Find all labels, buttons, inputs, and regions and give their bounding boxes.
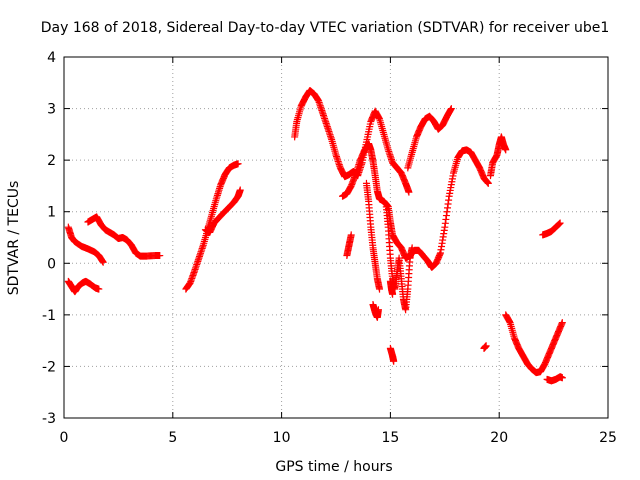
data-point — [558, 374, 566, 382]
y-tick-label: 0 — [47, 256, 56, 272]
y-axis-title: SDTVAR / TECUs — [6, 181, 22, 296]
x-tick-label: 0 — [60, 430, 69, 446]
series-arc-n — [386, 344, 398, 365]
series-arc-h — [404, 105, 455, 172]
x-tick-label: 15 — [381, 430, 399, 446]
axis-ticks: 0 5 10 15 20 25 -3 -2 -1 0 1 2 3 4 — [42, 50, 617, 446]
x-tick-label: 20 — [490, 430, 508, 446]
y-tick-label: 3 — [47, 102, 56, 118]
data-point — [374, 306, 382, 314]
data-point — [156, 252, 164, 260]
data-point — [389, 290, 397, 298]
chart-title: Day 168 of 2018, Sidereal Day-to-day VTE… — [41, 20, 610, 36]
series-arc-r — [539, 219, 564, 239]
x-axis-title: GPS time / hours — [275, 459, 392, 475]
series-arc-c — [84, 213, 164, 260]
series-arc-b — [64, 277, 103, 296]
data-point — [376, 285, 384, 293]
data-point — [405, 188, 413, 196]
series-arc-p — [486, 133, 510, 180]
y-tick-label: -1 — [42, 308, 56, 324]
data-point — [484, 179, 492, 187]
series-arc-j — [369, 301, 382, 321]
y-tick-label: 2 — [47, 153, 56, 169]
x-tick-label: 5 — [168, 430, 177, 446]
series-arc-s — [543, 373, 566, 385]
data-point — [99, 258, 107, 266]
data-point — [234, 160, 242, 168]
y-tick-label: 4 — [47, 50, 56, 66]
data-point — [447, 105, 455, 113]
series-arc-m — [386, 277, 397, 298]
data-point — [95, 285, 103, 293]
x-tick-label: 25 — [599, 430, 617, 446]
plot-frame — [63, 56, 609, 419]
x-tick-label: 10 — [273, 430, 291, 446]
series-arc-i — [343, 231, 355, 260]
data-point — [482, 342, 490, 350]
series-arc-q — [502, 311, 566, 377]
data-point — [236, 186, 244, 194]
data-point — [390, 357, 398, 365]
y-tick-label: -3 — [42, 411, 56, 427]
series-arc-o — [480, 342, 490, 352]
series-arc-k — [382, 200, 416, 314]
series-arc-e — [201, 186, 244, 236]
data-point — [556, 219, 564, 227]
data-point — [558, 319, 566, 327]
data-marks — [64, 87, 566, 385]
data-point — [502, 146, 510, 154]
y-tick-label: -2 — [42, 359, 56, 375]
data-point — [408, 244, 416, 252]
series-arc-a — [64, 223, 107, 266]
data-point — [347, 231, 355, 239]
y-tick-label: 1 — [47, 205, 56, 221]
series-arc-l — [362, 179, 384, 293]
